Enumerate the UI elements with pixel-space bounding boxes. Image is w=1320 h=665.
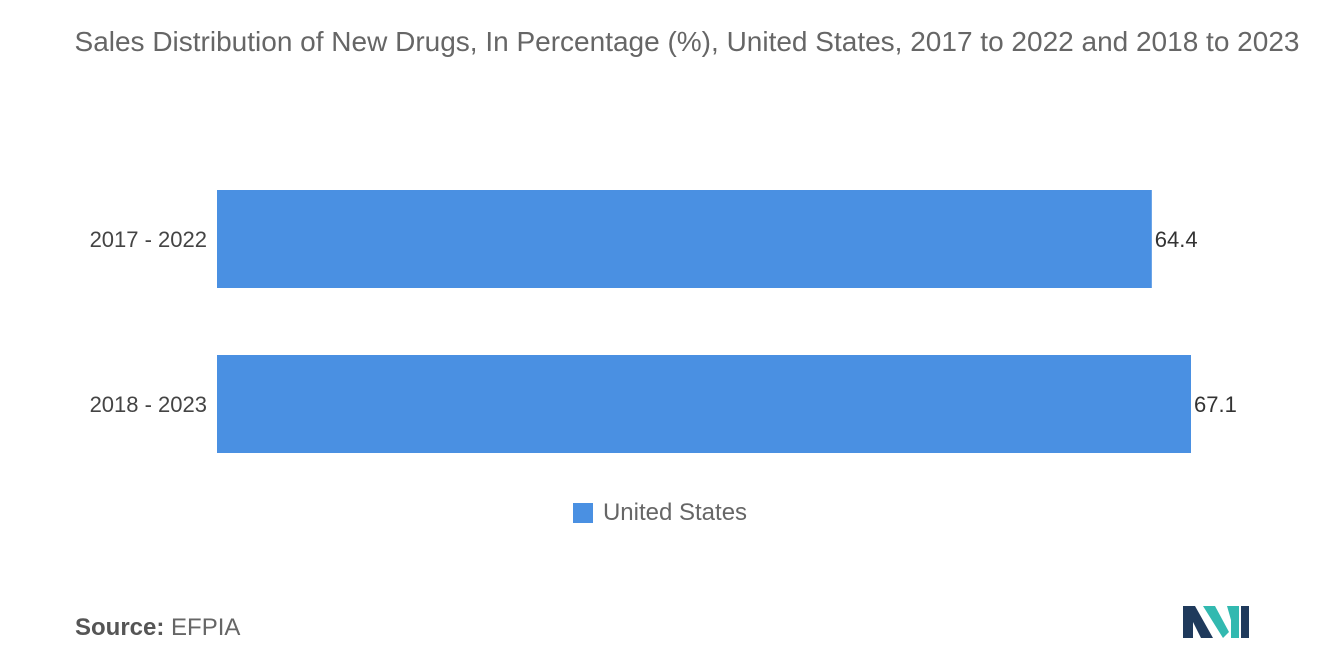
data-label: 64.4: [1155, 227, 1198, 252]
logo-shape-right: [1227, 606, 1239, 638]
source-label: Source:: [75, 614, 165, 641]
legend-swatch: [572, 503, 593, 523]
data-label: 67.1: [1194, 392, 1237, 417]
legend-item-united-states[interactable]: United States: [572, 499, 748, 527]
category-label: 2018 - 2023: [90, 392, 207, 417]
source-value: EFPIA: [171, 614, 241, 641]
bar-2018-2023[interactable]: [217, 355, 1191, 453]
chart-title: Sales Distribution of New Drugs, In Perc…: [74, 26, 1300, 57]
bar-chart: 2017 - 2022 64.4 2018 - 2023 67.1: [90, 190, 1237, 453]
bar-2017-2022[interactable]: [217, 190, 1152, 288]
legend-label: United States: [602, 499, 748, 526]
category-label: 2017 - 2022: [90, 227, 207, 252]
logo-shape-right-edge: [1241, 606, 1249, 638]
logo-shape-left: [1183, 606, 1213, 638]
legend: United States: [0, 499, 1320, 528]
mordor-intelligence-logo-icon: [1183, 606, 1249, 638]
source-note: Source: EFPIA: [75, 614, 240, 642]
logo-shape-mid: [1203, 606, 1229, 638]
